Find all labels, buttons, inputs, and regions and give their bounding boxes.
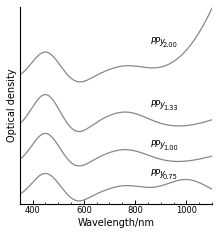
X-axis label: Wavelength/nm: Wavelength/nm <box>77 218 154 228</box>
Text: 1.00: 1.00 <box>163 145 178 151</box>
Text: PPy: PPy <box>150 100 166 109</box>
Text: 0.75: 0.75 <box>163 174 178 180</box>
Text: PPy: PPy <box>150 38 166 47</box>
Text: 2.00: 2.00 <box>163 42 178 48</box>
Text: 1.33: 1.33 <box>163 105 177 111</box>
Text: PPy: PPy <box>150 140 166 149</box>
Y-axis label: Optical density: Optical density <box>7 68 17 142</box>
Text: PPy: PPy <box>150 169 166 178</box>
